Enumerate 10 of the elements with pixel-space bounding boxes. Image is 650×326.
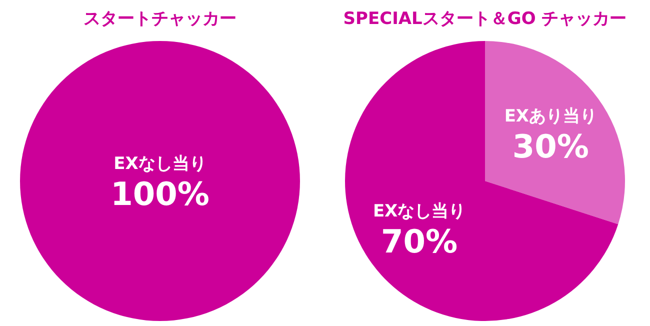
data-label: 30%	[512, 127, 589, 166]
pie-slice	[345, 41, 618, 321]
slice-label: EXあり当り	[504, 106, 598, 126]
slice-label: EXなし当り	[114, 154, 206, 174]
data-label: 100%	[110, 175, 210, 213]
chart-title: スタートチャッカー	[84, 9, 236, 29]
chart-title: SPECIALスタート＆GO チャッカー	[343, 9, 627, 29]
slice-label: EXなし当り	[372, 202, 466, 222]
pie-slice	[485, 41, 625, 224]
data-label: 70%	[381, 222, 458, 261]
